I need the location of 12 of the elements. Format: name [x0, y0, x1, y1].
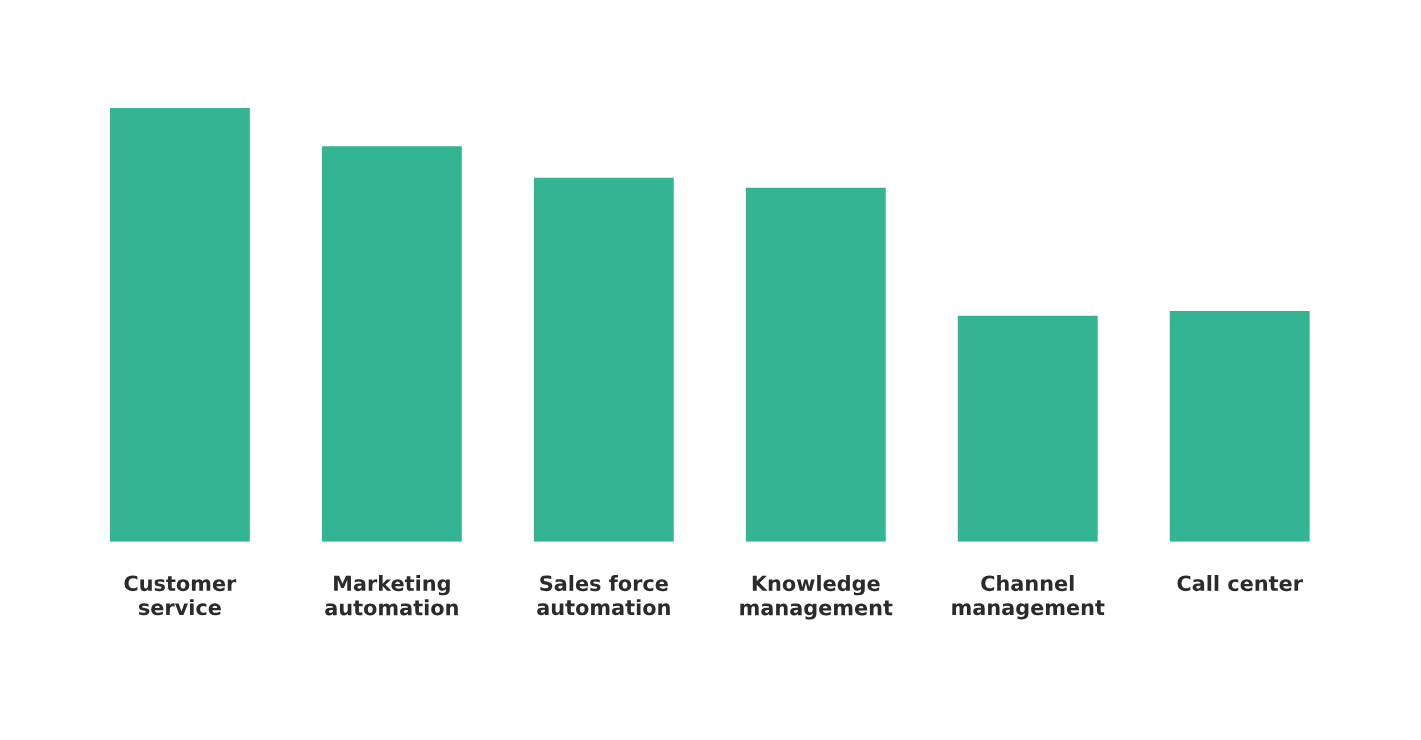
x-tick-label: Sales force automation [537, 575, 670, 616]
bar [533, 177, 674, 542]
bar [321, 146, 462, 542]
x-tick-label: Marketing automation [325, 575, 458, 616]
bar [957, 315, 1098, 542]
x-tick-label: Channel management [952, 575, 1105, 620]
bar [745, 187, 886, 542]
x-tick-label: Knowledge management [740, 575, 893, 620]
x-tick-label: Call center [1177, 575, 1303, 592]
bar [109, 108, 250, 542]
x-tick-label: Customer service [124, 575, 237, 616]
bar [1169, 310, 1310, 542]
